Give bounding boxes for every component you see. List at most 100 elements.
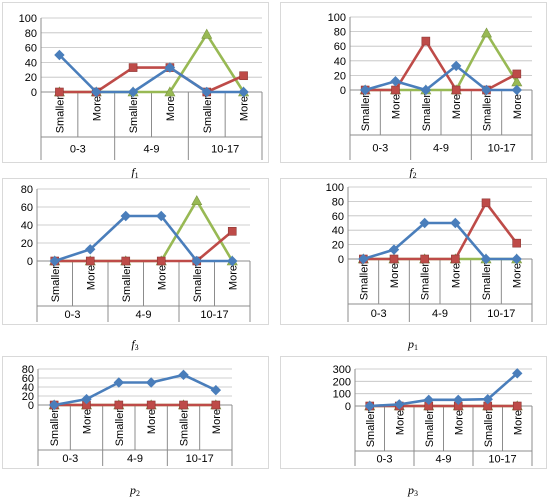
y-tick-label: 0: [338, 254, 344, 266]
chart-caption: f2: [409, 165, 416, 180]
y-tick-label: 0: [340, 85, 346, 97]
panel-frame: [280, 178, 547, 325]
data-point-series-2: [512, 401, 522, 411]
panel-frame: [2, 2, 269, 163]
chart-caption: p2: [129, 483, 140, 498]
category-label: Smaller: [49, 409, 61, 447]
data-point-series-2: [391, 85, 400, 95]
data-point-series-1: [48, 399, 60, 411]
chart-caption: p1: [407, 337, 418, 352]
data-point-series-3: [164, 86, 176, 97]
group-label: 10-17: [200, 309, 228, 321]
data-point-series-2: [420, 254, 429, 264]
panel-frame: [280, 2, 547, 163]
data-point-series-1: [420, 84, 432, 96]
data-point-series-2: [451, 85, 461, 95]
data-point-series-1: [191, 255, 202, 267]
category-label: More: [239, 96, 251, 121]
data-point-series-1: [164, 62, 176, 73]
category-label: More: [512, 263, 524, 288]
data-point-series-2: [156, 256, 166, 266]
y-tick-label: 0: [28, 400, 34, 412]
category-label: Smaller: [128, 96, 140, 134]
series-line-1: [58, 54, 244, 94]
y-tick-label: 40: [334, 56, 346, 68]
group-label: 10-17: [488, 143, 516, 155]
chart-caption: f1: [131, 165, 138, 180]
data-point-series-1: [481, 84, 492, 96]
group-label: 4-9: [127, 453, 143, 465]
data-point-series-1: [54, 49, 65, 61]
data-point-series-1: [450, 217, 461, 229]
category-label: Smaller: [121, 265, 133, 303]
chart-panel-p1: 0 20 40 60 80 100 Smaller More Smaller More Smalle…: [280, 178, 547, 325]
data-point-series-1: [145, 377, 157, 388]
y-tick-label: 20: [332, 240, 344, 252]
y-tick-label: 300: [333, 364, 351, 376]
category-label: More: [85, 265, 97, 290]
category-label: More: [211, 409, 223, 434]
group-label: 10-17: [186, 453, 214, 465]
y-tick-label: 0: [31, 87, 37, 99]
group-label: 4-9: [436, 454, 452, 466]
y-tick-label: 80: [334, 27, 346, 39]
y-tick-label: 100: [19, 13, 37, 25]
data-point-series-2: [55, 87, 64, 97]
category-label: More: [82, 409, 94, 434]
category-label: Smaller: [360, 94, 372, 132]
data-point-series-2: [146, 400, 156, 410]
category-label: More: [453, 410, 465, 435]
y-tick-label: 60: [334, 41, 346, 53]
category-label: Smaller: [358, 263, 370, 301]
category-label: Smaller: [179, 409, 191, 447]
y-tick-label: 60: [332, 211, 344, 223]
series-line-1: [54, 214, 233, 263]
y-tick-label: 40: [22, 382, 34, 394]
chart-panel-f3: 0 20 40 60 80 Smaller More Smaller More Smaller Mo…: [2, 178, 269, 325]
series-line-2: [363, 201, 518, 261]
y-tick-label: 0: [345, 401, 351, 413]
data-point-series-1: [85, 244, 96, 255]
data-point-series-1: [359, 84, 371, 96]
data-point-series-2: [227, 227, 237, 236]
category-label: Smaller: [421, 94, 433, 132]
category-label: More: [156, 265, 168, 290]
category-label: More: [450, 263, 462, 288]
category-label: Smaller: [114, 409, 126, 447]
y-tick-label: 60: [25, 43, 37, 55]
data-point-series-1: [358, 253, 369, 265]
y-tick-label: 20: [334, 70, 346, 82]
y-tick-label: 80: [22, 364, 34, 376]
data-point-series-2: [481, 198, 491, 208]
y-tick-label: 200: [333, 376, 351, 388]
data-point-series-1: [113, 377, 125, 388]
data-point-series-1: [81, 393, 92, 405]
data-point-series-1: [91, 86, 102, 98]
chart-panel-f2: 0 20 40 60 80 100 Smaller More Smaller More Smalle…: [280, 2, 547, 163]
y-tick-label: 20: [21, 238, 33, 250]
y-tick-label: 80: [21, 184, 33, 196]
category-label: Smaller: [202, 96, 214, 134]
group-label: 0-3: [62, 453, 78, 465]
category-label: More: [512, 94, 524, 119]
series-line-2: [54, 230, 234, 263]
chart-caption: f3: [131, 337, 138, 352]
panel-frame: [2, 178, 269, 325]
data-point-series-2: [512, 238, 521, 248]
data-point-series-2: [211, 400, 221, 410]
data-point-series-1: [210, 384, 222, 396]
category-label: More: [451, 94, 463, 119]
data-point-series-2: [421, 36, 431, 46]
category-label: Smaller: [365, 410, 377, 448]
category-label: Smaller: [50, 265, 62, 303]
category-label: More: [394, 410, 406, 435]
category-label: More: [391, 94, 403, 119]
data-point-series-2: [512, 69, 522, 79]
y-tick-label: 0: [27, 256, 33, 268]
data-point-series-2: [179, 400, 188, 410]
data-point-series-1: [201, 86, 212, 98]
y-tick-label: 40: [332, 225, 344, 237]
y-tick-label: 80: [25, 28, 37, 40]
